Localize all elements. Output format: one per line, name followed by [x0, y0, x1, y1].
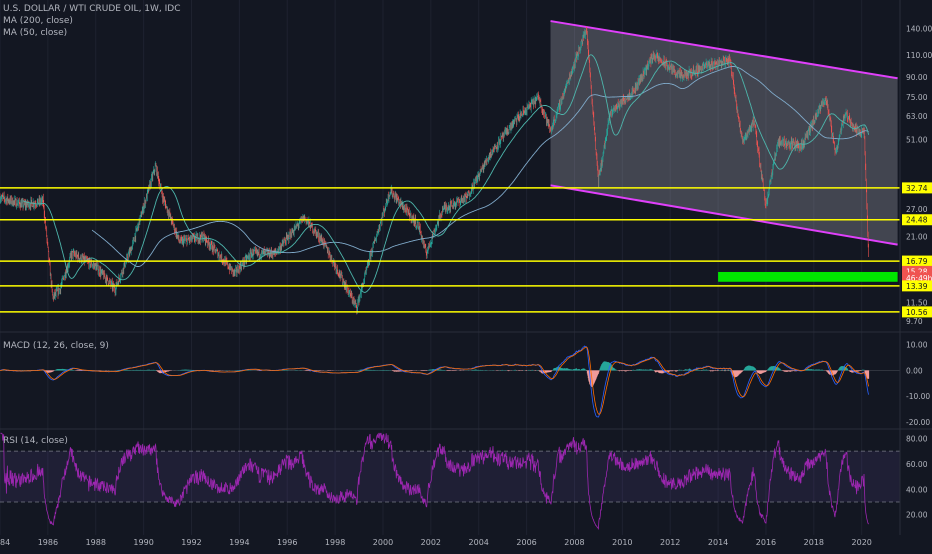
grid	[0, 0, 863, 535]
price-label-bg-24.48	[902, 214, 932, 226]
price-label-bg-46:49h	[902, 272, 932, 284]
time-tick-1998: 1998	[325, 538, 345, 547]
channel-shade	[550, 21, 898, 245]
time-tick-1984: 1984	[0, 538, 10, 547]
price-tick-46:49h: 46:49h	[906, 274, 932, 283]
time-tick-2016: 2016	[756, 538, 776, 547]
price-label-bg-32.74	[902, 182, 932, 194]
rsi-band	[0, 451, 900, 502]
channel-upper-line	[550, 20, 898, 80]
signal-line	[0, 346, 869, 415]
macd-tick--10: -10.00	[906, 392, 930, 401]
time-tick-2014: 2014	[708, 538, 728, 547]
time-tick-1994: 1994	[229, 538, 249, 547]
price-tick-63.00: 63.00	[906, 112, 928, 121]
price-tick-27.00: 27.00	[906, 205, 928, 214]
rsi-line	[0, 432, 869, 530]
time-tick-2012: 2012	[660, 538, 680, 547]
ma50-label: MA (50, close)	[3, 28, 68, 38]
rsi-tick-40: 40.00	[906, 485, 928, 494]
ma200-label: MA (200, close)	[3, 16, 73, 26]
macd-line	[0, 345, 869, 418]
time-tick-1986: 1986	[38, 538, 58, 547]
rsi-title: RSI (14, close)	[3, 436, 68, 446]
price-tick-32.74: 32.74	[906, 184, 928, 193]
price-tick-9.70: 9.70	[906, 317, 923, 326]
price-tick-15.28: 15.28	[906, 267, 928, 276]
price-label-bg-15.28	[902, 265, 932, 277]
price-tick-21.00: 21.00	[906, 233, 928, 242]
time-tick-2000: 2000	[373, 538, 393, 547]
rsi-pane	[0, 432, 900, 530]
target-zone	[718, 271, 898, 282]
time-tick-2008: 2008	[564, 538, 584, 547]
price-tick-75.00: 75.00	[906, 93, 928, 102]
time-tick-2020: 2020	[852, 538, 872, 547]
price-label-bg-13.39	[902, 280, 932, 292]
price-tick-90.00: 90.00	[906, 73, 928, 82]
horizontal-levels	[0, 187, 900, 313]
symbol-title: U.S. DOLLAR / WTI CRUDE OIL, 1W, IDC	[3, 4, 181, 14]
macd-legend: MACD (12, 26, close, 9)	[3, 340, 109, 352]
time-tick-2006: 2006	[516, 538, 536, 547]
macd-tick-10: 10.00	[906, 341, 928, 350]
rsi-tick-20: 20.00	[906, 511, 928, 520]
macd-tick--20: -20.00	[906, 418, 930, 427]
price-label-bg-10.56	[902, 306, 932, 318]
price-tick-13.39: 13.39	[906, 282, 928, 291]
price-tick-24.48: 24.48	[906, 216, 928, 225]
price-tick-10.56: 10.56	[906, 308, 928, 317]
time-tick-2018: 2018	[804, 538, 824, 547]
channel-area	[550, 20, 898, 246]
macd-tick-0: 0.00	[906, 366, 923, 375]
price-tick-51.00: 51.00	[906, 135, 928, 144]
time-tick-1992: 1992	[181, 538, 201, 547]
time-tick-2004: 2004	[469, 538, 489, 547]
rsi-tick-60: 60.00	[906, 460, 928, 469]
rsi-legend: RSI (14, close)	[3, 435, 68, 447]
time-tick-2010: 2010	[612, 538, 632, 547]
candles	[0, 26, 869, 315]
time-tick-1988: 1988	[86, 538, 106, 547]
main-legend: U.S. DOLLAR / WTI CRUDE OIL, 1W, IDC MA …	[3, 3, 181, 39]
macd-title: MACD (12, 26, close, 9)	[3, 341, 109, 351]
time-tick-1990: 1990	[133, 538, 153, 547]
price-tick-110.00: 110.00	[906, 51, 932, 60]
price-tick-16.79: 16.79	[906, 257, 928, 266]
price-tick-140.00: 140.00	[906, 25, 932, 34]
channel-lower-line	[550, 184, 898, 246]
price-label-bg-16.79	[902, 255, 932, 267]
macd-pane	[0, 345, 900, 418]
ma200-line	[91, 66, 869, 267]
time-tick-2002: 2002	[421, 538, 441, 547]
price-tick-11.50: 11.50	[906, 299, 928, 308]
rsi-tick-80: 80.00	[906, 434, 928, 443]
time-tick-1996: 1996	[277, 538, 297, 547]
